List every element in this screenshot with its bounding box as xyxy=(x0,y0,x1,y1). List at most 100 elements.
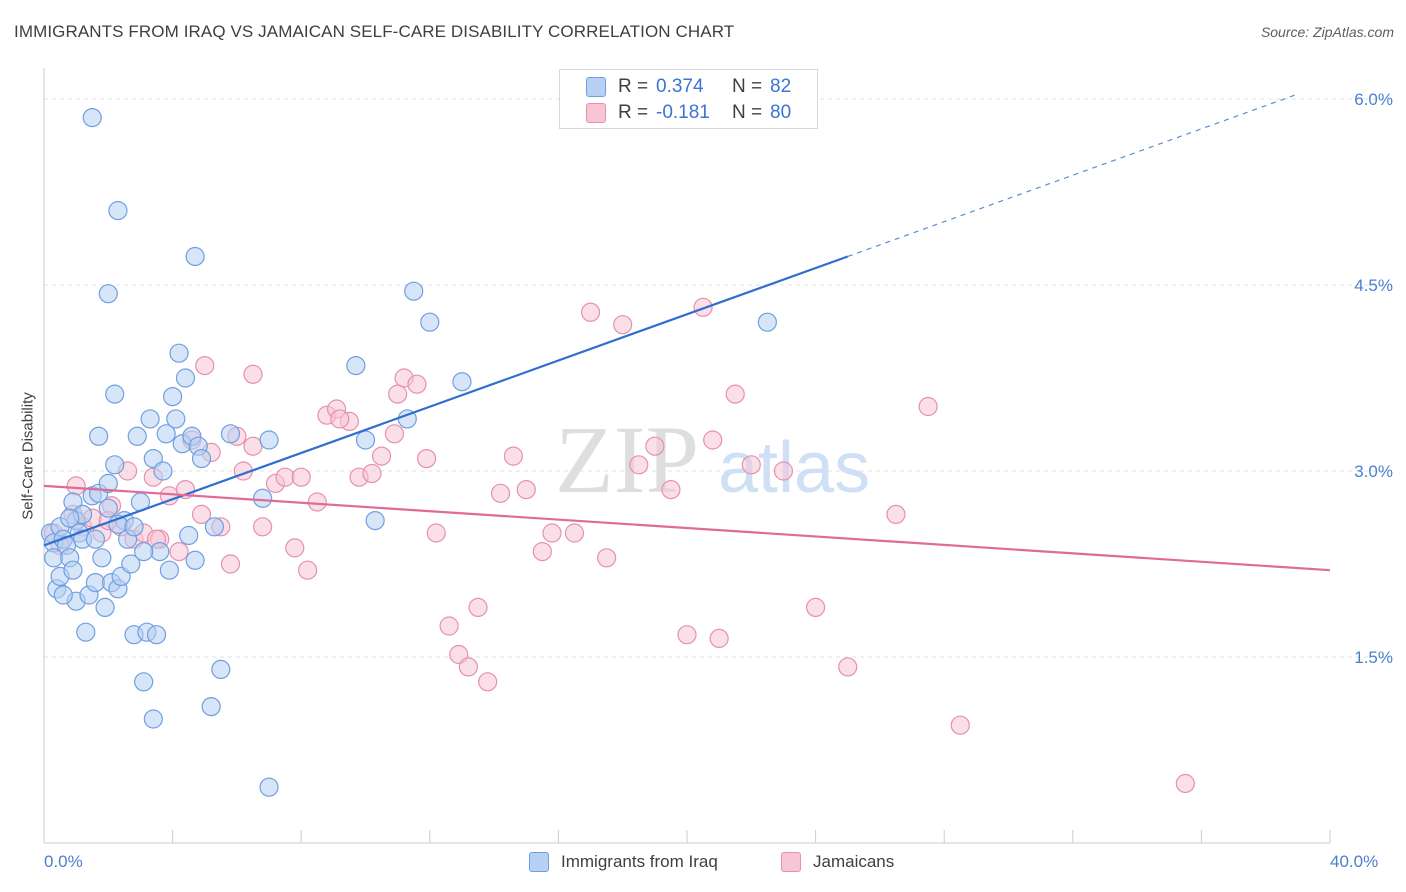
point-iraq xyxy=(185,246,205,267)
point-jamaicans xyxy=(298,560,318,580)
point-jamaicans xyxy=(220,554,241,574)
trend-line-iraq xyxy=(43,255,849,547)
point-iraq xyxy=(404,281,424,301)
legend-swatch-jamaicans xyxy=(781,852,801,872)
x-tick-label-min: 0.0% xyxy=(44,852,83,871)
point-jamaicans xyxy=(532,541,552,562)
point-jamaicans xyxy=(886,504,906,525)
point-jamaicans xyxy=(645,436,665,456)
trend-line-jamaicans xyxy=(43,484,1331,572)
point-jamaicans xyxy=(725,384,745,404)
point-iraq xyxy=(82,107,102,128)
point-iraq xyxy=(201,696,221,717)
point-iraq xyxy=(191,449,212,469)
point-iraq xyxy=(146,625,167,645)
point-iraq xyxy=(92,548,112,568)
trend-lines xyxy=(43,93,1331,572)
stats-n-label: N = xyxy=(732,76,763,97)
stats-r-label: R = xyxy=(618,102,649,123)
series-jamaicans xyxy=(44,297,1195,794)
stats-legend: R = 0.374 N = 82 R = -0.181 N = 80 xyxy=(559,69,818,129)
point-jamaicans xyxy=(285,538,305,558)
point-jamaicans xyxy=(490,483,511,503)
point-iraq xyxy=(98,284,118,304)
point-iraq xyxy=(204,517,224,537)
legend-swatch-iraq xyxy=(529,852,549,872)
point-jamaicans xyxy=(426,523,446,543)
y-tick-label: 1.5% xyxy=(1354,648,1393,667)
point-iraq xyxy=(355,430,376,450)
point-jamaicans xyxy=(773,461,794,481)
point-jamaicans xyxy=(580,302,601,322)
point-jamaicans xyxy=(195,356,215,376)
legend-label-iraq: Immigrants from Iraq xyxy=(561,852,718,871)
point-iraq xyxy=(95,597,115,618)
point-iraq xyxy=(60,508,80,528)
point-jamaicans xyxy=(243,436,263,456)
chart-title: IMMIGRANTS FROM IRAQ VS JAMAICAN SELF-CA… xyxy=(14,22,735,41)
point-iraq xyxy=(98,498,118,518)
y-tick-label: 6.0% xyxy=(1354,90,1393,109)
y-tick-labels: 1.5% 3.0% 4.5% 6.0% xyxy=(1354,90,1393,667)
source-label: Source: ZipAtlas.com xyxy=(1260,24,1394,40)
point-iraq xyxy=(175,368,196,388)
point-iraq xyxy=(156,424,176,444)
point-iraq xyxy=(85,572,106,593)
point-iraq xyxy=(76,622,96,642)
point-jamaicans xyxy=(629,455,649,475)
point-jamaicans xyxy=(291,467,311,487)
point-jamaicans xyxy=(597,548,617,568)
point-jamaicans xyxy=(564,523,585,543)
point-jamaicans xyxy=(66,476,86,496)
point-iraq xyxy=(346,356,366,376)
point-jamaicans xyxy=(516,480,536,500)
stats-n-value: 82 xyxy=(770,76,792,97)
point-iraq xyxy=(259,777,279,797)
axes xyxy=(43,68,1331,844)
point-iraq xyxy=(89,426,109,446)
point-iraq xyxy=(159,560,179,580)
grid-lines xyxy=(44,98,1390,658)
point-iraq xyxy=(163,387,183,407)
point-iraq xyxy=(98,473,118,493)
x-tick-label-max: 40.0% xyxy=(1330,852,1379,871)
point-iraq xyxy=(53,585,73,605)
point-iraq xyxy=(166,409,186,429)
stats-n-label: N = xyxy=(732,102,763,123)
point-jamaicans xyxy=(307,492,327,512)
point-iraq xyxy=(105,455,125,475)
point-jamaicans xyxy=(362,463,382,484)
trend-line-iraq-extension xyxy=(847,93,1299,258)
point-jamaicans xyxy=(191,504,212,525)
point-jamaicans xyxy=(703,430,723,450)
stats-row-jamaicans: R = -0.181 N = 80 xyxy=(586,102,791,124)
point-iraq xyxy=(134,672,154,692)
point-jamaicans xyxy=(416,449,437,469)
point-iraq xyxy=(452,372,472,392)
stats-row-iraq: R = 0.374 N = 82 xyxy=(586,76,791,98)
point-jamaicans xyxy=(253,517,273,537)
point-iraq xyxy=(140,409,160,429)
point-iraq xyxy=(150,541,170,562)
point-iraq xyxy=(143,709,163,729)
point-iraq xyxy=(211,659,231,680)
point-iraq xyxy=(757,312,777,332)
legend-item-jamaicans: Jamaicans xyxy=(781,852,894,872)
watermark-atlas: atlas xyxy=(718,428,870,508)
stats-swatch-iraq xyxy=(586,77,606,97)
point-jamaicans xyxy=(805,597,826,618)
point-iraq xyxy=(85,529,106,549)
point-jamaicans xyxy=(741,455,761,475)
point-iraq xyxy=(420,312,440,332)
point-jamaicans xyxy=(661,480,681,500)
point-jamaicans xyxy=(169,541,189,562)
point-jamaicans xyxy=(243,364,263,384)
point-jamaicans xyxy=(709,628,729,649)
y-tick-label: 3.0% xyxy=(1354,462,1393,481)
point-iraq xyxy=(108,201,128,221)
point-jamaicans xyxy=(838,657,858,677)
point-jamaicans xyxy=(468,597,488,618)
point-jamaicans xyxy=(388,384,408,404)
point-jamaicans xyxy=(613,315,633,335)
